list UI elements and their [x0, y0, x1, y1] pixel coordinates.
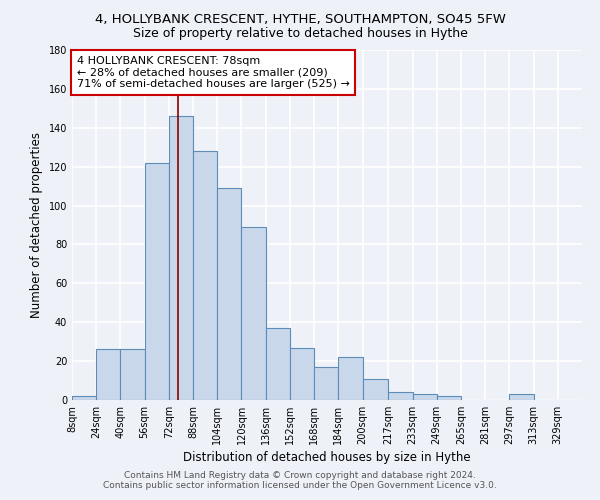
Bar — [338, 357, 362, 400]
X-axis label: Distribution of detached houses by size in Hythe: Distribution of detached houses by size … — [183, 451, 471, 464]
Bar — [314, 367, 338, 400]
Bar — [509, 394, 533, 400]
Bar — [121, 350, 145, 400]
Text: Size of property relative to detached houses in Hythe: Size of property relative to detached ho… — [133, 28, 467, 40]
Bar — [145, 163, 169, 400]
Text: 4, HOLLYBANK CRESCENT, HYTHE, SOUTHAMPTON, SO45 5FW: 4, HOLLYBANK CRESCENT, HYTHE, SOUTHAMPTO… — [95, 12, 505, 26]
Text: 4 HOLLYBANK CRESCENT: 78sqm
← 28% of detached houses are smaller (209)
71% of se: 4 HOLLYBANK CRESCENT: 78sqm ← 28% of det… — [77, 56, 349, 89]
Bar — [437, 396, 461, 400]
Bar — [388, 392, 413, 400]
Bar — [72, 396, 96, 400]
Bar — [193, 151, 217, 400]
Y-axis label: Number of detached properties: Number of detached properties — [30, 132, 43, 318]
Bar — [362, 378, 388, 400]
Bar — [169, 116, 193, 400]
Bar — [290, 348, 314, 400]
Text: Contains HM Land Registry data © Crown copyright and database right 2024.
Contai: Contains HM Land Registry data © Crown c… — [103, 470, 497, 490]
Bar — [266, 328, 290, 400]
Bar — [241, 227, 266, 400]
Bar — [217, 188, 241, 400]
Bar — [413, 394, 437, 400]
Bar — [96, 350, 121, 400]
